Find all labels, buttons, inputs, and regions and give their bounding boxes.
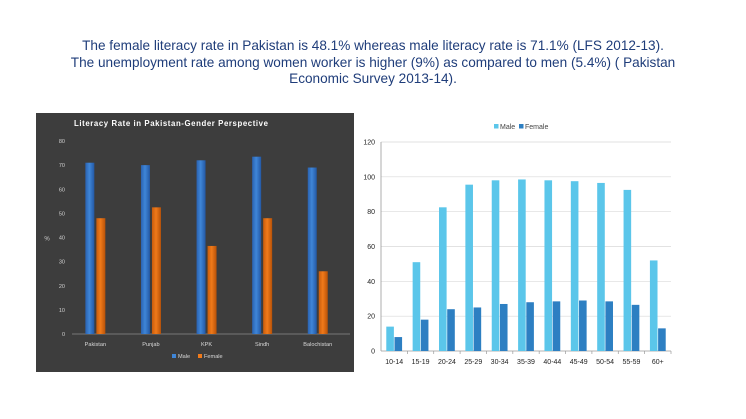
bar-female-15-19 bbox=[420, 319, 429, 351]
y-tick-label: 120 bbox=[363, 140, 375, 147]
caption-line-1: The female literacy rate in Pakistan is … bbox=[82, 38, 664, 53]
bar-male-25-29 bbox=[465, 184, 473, 351]
bar-male-balochistan bbox=[307, 167, 317, 334]
bar-female-20-24 bbox=[447, 309, 455, 351]
x-tick-label: 30-34 bbox=[491, 359, 509, 366]
bar-female-40-44 bbox=[552, 301, 561, 351]
bar-male-45-49 bbox=[570, 181, 579, 351]
x-tick-label: Balochistan bbox=[303, 342, 332, 348]
x-tick-label: Punjab bbox=[142, 342, 159, 348]
bar-female-55-59 bbox=[631, 304, 640, 351]
age-group-chart: 0 20 40 60 80 100 120 10-14 15-19 20-24 25-29 30-34… bbox=[363, 124, 672, 366]
x-tick-label: 25-29 bbox=[464, 359, 482, 366]
bar-female-30-34 bbox=[499, 303, 508, 351]
legend-swatch-female bbox=[519, 124, 524, 129]
bar-male-sindh bbox=[252, 156, 262, 334]
y-tick-label: 10 bbox=[59, 308, 65, 314]
chart-title: Literacy Rate in Pakistan-Gender Perspec… bbox=[74, 119, 269, 128]
y-axis-label: % bbox=[44, 237, 50, 243]
bar-male-20-24 bbox=[439, 207, 447, 351]
bar-female-35-39 bbox=[526, 302, 534, 351]
y-tick-label: 100 bbox=[363, 174, 375, 181]
y-tick-label: 0 bbox=[371, 349, 375, 356]
legend-swatch-male bbox=[172, 354, 176, 358]
legend-label-male: Male bbox=[500, 124, 515, 131]
x-tick-label: Pakistan bbox=[85, 342, 106, 348]
y-tick-label: 20 bbox=[367, 314, 375, 321]
x-tick-label: 45-49 bbox=[570, 359, 588, 366]
bar-female-25-29 bbox=[473, 307, 482, 351]
literacy-rate-chart: Literacy Rate in Pakistan-Gender Perspec… bbox=[36, 113, 354, 372]
legend-swatch-male bbox=[494, 124, 499, 129]
bar-female-sindh bbox=[263, 218, 273, 334]
bar-female-60 bbox=[658, 328, 666, 351]
x-tick-label: 35-39 bbox=[517, 359, 535, 366]
bar-female-kpk bbox=[207, 245, 217, 334]
x-tick-label: 55-59 bbox=[623, 359, 641, 366]
legend-label-male: Male bbox=[178, 354, 190, 360]
bar-male-15-19 bbox=[412, 262, 421, 351]
y-tick-label: 70 bbox=[59, 163, 65, 169]
y-tick-label: 40 bbox=[367, 279, 375, 286]
bar-male-60 bbox=[649, 260, 658, 351]
bar-male-55-59 bbox=[623, 189, 632, 351]
y-tick-label: 60 bbox=[367, 244, 375, 251]
bar-male-30-34 bbox=[491, 180, 500, 351]
y-tick-label: 80 bbox=[367, 209, 375, 216]
bar-female-10-14 bbox=[394, 337, 403, 351]
caption-line-3: Economic Survey 2013-14). bbox=[289, 71, 457, 86]
x-tick-label: 20-24 bbox=[438, 359, 456, 366]
legend-label-female: Female bbox=[204, 354, 223, 360]
bar-female-pakistan bbox=[96, 218, 106, 334]
bar-male-40-44 bbox=[544, 180, 553, 351]
x-tick-label: Sindh bbox=[255, 342, 269, 348]
bar-male-35-39 bbox=[518, 179, 526, 351]
caption: The female literacy rate in Pakistan is … bbox=[20, 38, 726, 88]
y-tick-label: 30 bbox=[59, 260, 65, 266]
bar-male-pakistan bbox=[85, 162, 95, 334]
y-tick-label: 50 bbox=[59, 211, 65, 217]
bar-female-balochistan bbox=[318, 271, 328, 334]
legend-label-female: Female bbox=[525, 124, 548, 131]
bar-female-punjab bbox=[151, 207, 161, 334]
bar-male-10-14 bbox=[386, 326, 394, 351]
x-tick-label: 60+ bbox=[652, 359, 664, 366]
x-tick-label: 15-19 bbox=[412, 359, 430, 366]
y-tick-label: 40 bbox=[59, 236, 65, 242]
bar-male-50-54 bbox=[597, 182, 605, 351]
y-tick-label: 80 bbox=[59, 139, 65, 145]
bar-male-punjab bbox=[140, 165, 150, 334]
bar-female-45-49 bbox=[579, 300, 587, 351]
y-tick-label: 20 bbox=[59, 284, 65, 290]
legend-swatch-female bbox=[198, 354, 202, 358]
bar-female-50-54 bbox=[605, 301, 613, 351]
x-tick-label: 50-54 bbox=[596, 359, 614, 366]
y-tick-label: 0 bbox=[62, 332, 65, 338]
x-tick-label: 40-44 bbox=[543, 359, 561, 366]
y-tick-label: 60 bbox=[59, 187, 65, 193]
bar-male-kpk bbox=[196, 160, 206, 334]
x-tick-label: KPK bbox=[201, 342, 212, 348]
x-tick-label: 10-14 bbox=[385, 359, 403, 366]
chart-background bbox=[36, 113, 354, 372]
caption-line-2: The unemployment rate among women worker… bbox=[70, 54, 676, 70]
